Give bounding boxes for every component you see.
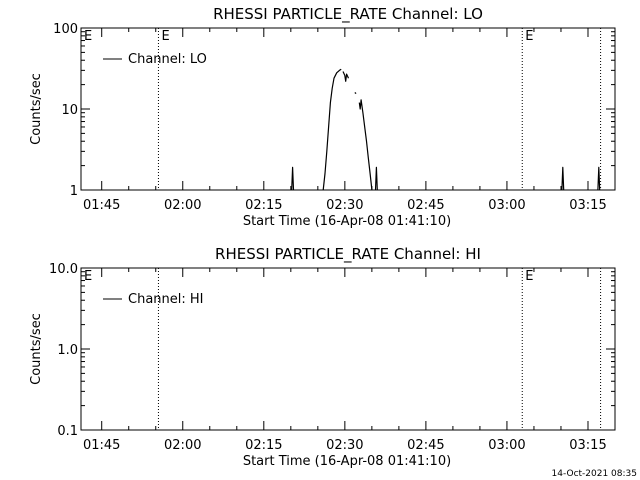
series-line-segment	[322, 68, 342, 191]
chart-panel-lo: RHESSI PARTICLE_RATE Channel: LO 1 10 100 01…	[29, 5, 616, 229]
y-axis-label: Counts/sec	[29, 73, 44, 145]
x-tick-label: 02:30	[326, 438, 363, 453]
y-tick-label: 1	[70, 184, 78, 199]
x-tick-label: 01:45	[83, 438, 120, 453]
x-tick-label: 03:00	[488, 198, 525, 213]
series-line-segment	[354, 92, 357, 95]
x-tick-label: 02:45	[407, 438, 444, 453]
series-line-segment	[291, 166, 295, 191]
chart-panel-hi: RHESSI PARTICLE_RATE Channel: HI 0.1 1.0 10…	[29, 245, 616, 469]
y-tick-label: 0.1	[57, 424, 78, 439]
x-tick-label: 02:00	[164, 438, 201, 453]
x-tick-label: 02:30	[326, 198, 363, 213]
event-marker-label: E	[525, 269, 533, 284]
series-line-segment	[561, 166, 565, 191]
series-line-segment	[342, 71, 350, 82]
y-tick-label: 1.0	[57, 343, 78, 358]
x-tick-label: 02:15	[245, 438, 282, 453]
event-marker-label: E	[525, 29, 533, 44]
x-tick-label: 01:45	[83, 198, 120, 213]
x-tick-label: 03:00	[488, 438, 525, 453]
series-line-segment	[374, 166, 378, 191]
footer-timestamp: 14-Oct-2021 08:35	[552, 469, 637, 479]
y-tick-label: 10	[61, 103, 78, 118]
event-marker-label: E	[161, 29, 169, 44]
corner-marker: E	[84, 29, 92, 44]
chart-title: RHESSI PARTICLE_RATE Channel: LO	[213, 5, 483, 24]
x-tick-label: 02:15	[245, 198, 282, 213]
series-line-segment	[597, 166, 601, 191]
x-axis-label: Start Time (16-Apr-08 01:41:10)	[243, 214, 451, 229]
y-tick-label: 10.0	[49, 262, 78, 277]
legend-entry: Channel: HI	[128, 292, 204, 307]
series-line-segment	[358, 99, 373, 191]
chart-title: RHESSI PARTICLE_RATE Channel: HI	[215, 245, 481, 264]
y-tick-label: 100	[53, 22, 78, 37]
x-tick-label: 03:15	[569, 198, 606, 213]
legend-entry: Channel: LO	[128, 52, 207, 67]
x-axis-label: Start Time (16-Apr-08 01:41:10)	[243, 454, 451, 469]
corner-marker: E	[84, 269, 92, 284]
y-axis-label: Counts/sec	[29, 313, 44, 385]
x-tick-label: 02:45	[407, 198, 444, 213]
x-tick-label: 03:15	[569, 438, 606, 453]
x-tick-label: 02:00	[164, 198, 201, 213]
